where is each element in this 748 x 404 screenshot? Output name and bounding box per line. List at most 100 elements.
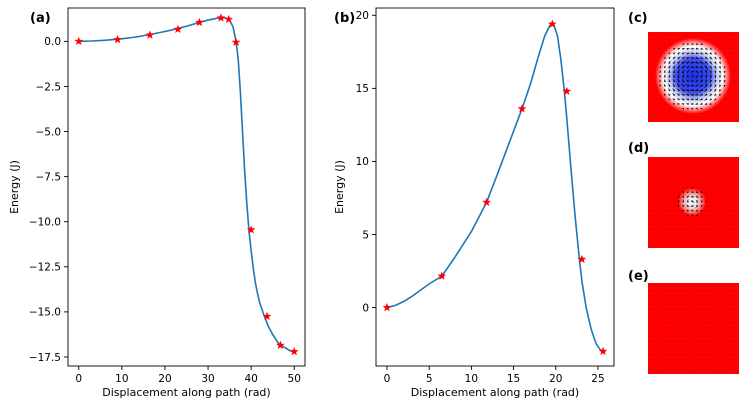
spin-arrow bbox=[690, 199, 695, 204]
spin-arrow bbox=[681, 56, 686, 60]
spin-arrow bbox=[659, 350, 661, 351]
spin-arrow bbox=[724, 219, 725, 221]
spin-arrow bbox=[659, 331, 661, 333]
spin-arrow bbox=[669, 48, 670, 50]
spin-arrow bbox=[682, 233, 684, 234]
spin-arrow bbox=[668, 73, 671, 78]
spin-arrow bbox=[733, 233, 735, 234]
spin-arrow bbox=[655, 201, 656, 202]
spin-arrow bbox=[719, 53, 721, 54]
spin-arrow bbox=[728, 313, 730, 314]
spin-arrow bbox=[700, 52, 705, 55]
spin-arrow bbox=[715, 219, 716, 221]
spin-arrow bbox=[664, 322, 666, 324]
spin-arrow bbox=[659, 62, 661, 63]
spin-arrow bbox=[728, 210, 730, 211]
spin-arrow bbox=[659, 53, 661, 54]
spin-arrow bbox=[689, 204, 694, 207]
spin-arrow bbox=[733, 290, 735, 291]
spin-arrow bbox=[728, 308, 730, 310]
spin-arrow bbox=[682, 182, 684, 184]
spin-arrow bbox=[728, 99, 730, 100]
spin-arrow bbox=[659, 313, 661, 314]
spin-arrow bbox=[719, 350, 721, 351]
spin-arrow bbox=[696, 164, 698, 165]
spin-arrow bbox=[719, 336, 721, 337]
spin-arrow bbox=[709, 98, 713, 101]
spin-arrow bbox=[655, 99, 656, 100]
spin-arrow bbox=[700, 47, 704, 50]
spin-arrow bbox=[715, 159, 716, 161]
spin-arrow bbox=[728, 233, 730, 234]
spin-arrow bbox=[705, 187, 707, 188]
spin-arrow bbox=[728, 178, 730, 179]
spin-arrow bbox=[687, 368, 689, 370]
spin-arrow bbox=[655, 108, 656, 109]
spin-arrow bbox=[669, 108, 670, 109]
spin-arrow bbox=[668, 60, 671, 64]
spin-arrow bbox=[733, 182, 735, 184]
spin-arrow bbox=[701, 322, 702, 324]
panel-label-b: (b) bbox=[334, 11, 355, 26]
spin-arrow bbox=[687, 299, 689, 301]
spin-arrow bbox=[733, 117, 735, 119]
spin-arrow bbox=[664, 354, 666, 356]
spin-arrow bbox=[678, 191, 679, 193]
spin-arrow bbox=[664, 299, 666, 301]
spin-arrow bbox=[696, 187, 698, 188]
spin-arrow bbox=[659, 57, 661, 59]
spin-arrow bbox=[713, 93, 717, 97]
spin-arrow bbox=[709, 102, 712, 105]
spin-arrow bbox=[659, 228, 661, 230]
spin-arrow bbox=[700, 43, 704, 45]
x-tick-label-a: 20 bbox=[158, 373, 171, 385]
spin-arrow bbox=[682, 112, 684, 114]
spin-arrow bbox=[659, 322, 661, 324]
y-tick-label-a: 0.0 bbox=[44, 36, 61, 48]
spin-arrow bbox=[718, 70, 721, 75]
spin-arrow bbox=[719, 317, 721, 319]
spin-arrow bbox=[659, 205, 661, 207]
spin-arrow bbox=[708, 93, 713, 97]
spin-arrow bbox=[682, 228, 684, 230]
spin-arrow bbox=[724, 290, 725, 291]
spin-arrow bbox=[664, 108, 666, 109]
x-tick-label-b: 5 bbox=[426, 373, 433, 385]
spin-arrow bbox=[715, 43, 716, 45]
spin-arrow bbox=[705, 294, 707, 296]
spin-arrow bbox=[728, 173, 730, 175]
spin-arrow bbox=[696, 117, 698, 119]
spin-arrow bbox=[659, 182, 661, 184]
spin-arrow bbox=[672, 82, 676, 88]
spin-arrow bbox=[686, 204, 690, 208]
spin-arrow bbox=[659, 108, 661, 109]
spin-arrow bbox=[728, 294, 730, 296]
spin-arrow bbox=[705, 210, 707, 211]
spin-arrow bbox=[733, 34, 735, 36]
spin-arrow bbox=[687, 242, 689, 244]
spin-arrow bbox=[687, 345, 689, 347]
spin-arrow bbox=[705, 219, 707, 221]
spin-arrow bbox=[659, 327, 661, 328]
spin-arrow bbox=[719, 103, 721, 105]
spin-arrow bbox=[733, 228, 735, 230]
spin-arrow bbox=[705, 304, 707, 305]
spin-arrow bbox=[659, 79, 662, 82]
spin-arrow bbox=[650, 187, 652, 188]
spin-arrow bbox=[714, 61, 717, 65]
spin-arrow bbox=[699, 98, 703, 101]
spin-arrow bbox=[673, 117, 675, 119]
spin-arrow bbox=[669, 354, 670, 356]
spin-arrow bbox=[692, 182, 693, 184]
spin-arrow bbox=[691, 66, 696, 69]
y-axis-label-b: Energy (J) bbox=[333, 160, 346, 214]
spin-arrow bbox=[704, 88, 708, 93]
spin-arrow bbox=[703, 93, 708, 97]
spin-arrow bbox=[664, 53, 666, 54]
spin-arrow bbox=[659, 187, 661, 188]
spin-arrow bbox=[664, 34, 666, 36]
spin-arrow bbox=[659, 336, 661, 337]
x-tick-label-a: 40 bbox=[244, 373, 257, 385]
spin-arrow bbox=[664, 173, 666, 175]
